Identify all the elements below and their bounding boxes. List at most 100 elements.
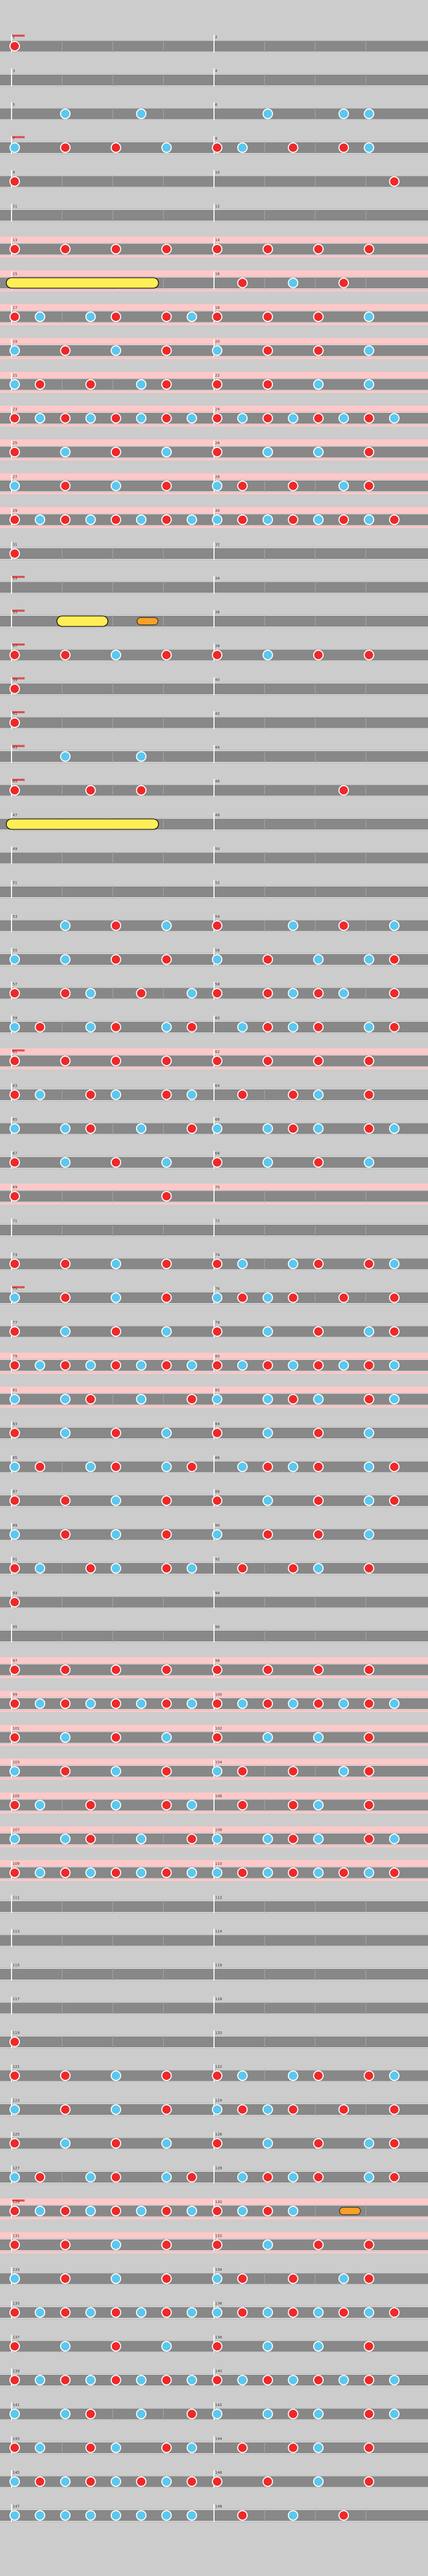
measure-number: 4 bbox=[215, 69, 218, 73]
don-note bbox=[212, 312, 222, 322]
measure-number: 71 bbox=[13, 1219, 17, 1223]
annotation-mark bbox=[12, 576, 25, 578]
don-note bbox=[161, 1867, 172, 1878]
don-note bbox=[111, 1698, 121, 1709]
ka-note bbox=[212, 2307, 222, 2318]
ka-note bbox=[60, 1326, 71, 1337]
measure-number: 84 bbox=[215, 1422, 220, 1426]
ka-note bbox=[262, 1292, 273, 1303]
don-note bbox=[9, 717, 20, 728]
ka-note bbox=[136, 413, 147, 424]
don-note bbox=[262, 413, 273, 424]
don-note bbox=[9, 1360, 20, 1371]
don-note bbox=[287, 2409, 298, 2419]
measure-number: 131 bbox=[13, 2234, 19, 2238]
don-note bbox=[60, 1766, 71, 1777]
don-note bbox=[60, 1529, 71, 1540]
don-note bbox=[161, 2070, 172, 2081]
measure-number: 119 bbox=[13, 2031, 19, 2035]
ka-note bbox=[186, 413, 197, 424]
balloon-note bbox=[136, 617, 158, 625]
measure-number: 74 bbox=[215, 1253, 220, 1257]
don-note bbox=[212, 379, 222, 390]
measure-number: 51 bbox=[13, 881, 17, 885]
don-note bbox=[287, 1089, 298, 1100]
chart-area: 1 2 3 4 5 6 7 8 9 10 11 12 13 14 15 16 17 18 19 20 21 22 23 24 2… bbox=[0, 30, 428, 2576]
measure-number: 26 bbox=[215, 441, 220, 445]
measure-number: 118 bbox=[215, 1997, 222, 2001]
don-note bbox=[313, 1326, 324, 1337]
measure-number: 137 bbox=[13, 2335, 19, 2339]
ka-note bbox=[287, 1022, 298, 1033]
annotation-mark bbox=[12, 1286, 25, 1289]
don-note bbox=[212, 447, 222, 457]
don-note bbox=[212, 1495, 222, 1506]
ka-note bbox=[111, 1292, 121, 1303]
ka-note bbox=[338, 109, 349, 119]
ka-note bbox=[212, 2273, 222, 2284]
ka-note bbox=[85, 1462, 96, 1472]
ka-note bbox=[9, 480, 20, 491]
measure-number: 78 bbox=[215, 1321, 220, 1325]
measure-number: 130 bbox=[215, 2200, 222, 2204]
ka-note bbox=[212, 1833, 222, 1844]
don-note bbox=[161, 2239, 172, 2250]
don-note bbox=[161, 1360, 172, 1371]
don-note bbox=[85, 379, 96, 390]
ka-note bbox=[212, 1529, 222, 1540]
don-note bbox=[212, 2239, 222, 2250]
measure-number: 49 bbox=[13, 847, 17, 851]
don-note bbox=[313, 1259, 324, 1269]
don-note bbox=[363, 447, 374, 457]
don-note bbox=[212, 1732, 222, 1743]
ka-note bbox=[161, 2510, 172, 2521]
don-note bbox=[262, 312, 273, 322]
ka-note bbox=[9, 1022, 20, 1033]
don-note bbox=[60, 650, 71, 660]
ka-note bbox=[212, 1292, 222, 1303]
measure-number: 98 bbox=[215, 1659, 220, 1663]
measure-number: 3 bbox=[13, 69, 15, 73]
measure-number: 125 bbox=[13, 2132, 19, 2137]
don-note bbox=[363, 1360, 374, 1371]
don-note bbox=[389, 2138, 400, 2149]
don-note bbox=[313, 1022, 324, 1033]
measure-number: 45 bbox=[13, 779, 17, 783]
don-note bbox=[287, 1867, 298, 1878]
ka-note bbox=[389, 1123, 400, 1134]
ka-note bbox=[111, 1089, 121, 1100]
don-note bbox=[9, 1056, 20, 1066]
ka-note bbox=[287, 1360, 298, 1371]
measure-number: 6 bbox=[215, 103, 218, 107]
don-note bbox=[212, 1259, 222, 1269]
measure-number: 7 bbox=[13, 137, 15, 141]
don-note bbox=[363, 1259, 374, 1269]
don-note bbox=[186, 1462, 197, 1472]
don-note bbox=[35, 1462, 46, 1472]
don-note bbox=[363, 1732, 374, 1743]
measure-number: 89 bbox=[13, 1523, 17, 1528]
don-note bbox=[237, 1563, 248, 1574]
ka-note bbox=[136, 2510, 147, 2521]
ka-note bbox=[186, 1698, 197, 1709]
don-note bbox=[9, 2036, 20, 2047]
don-note bbox=[363, 2375, 374, 2386]
measure-number: 142 bbox=[215, 2403, 222, 2407]
don-note bbox=[186, 1394, 197, 1404]
ka-note bbox=[136, 1394, 147, 1404]
don-note bbox=[389, 2172, 400, 2183]
measure-number: 58 bbox=[215, 982, 220, 986]
don-note bbox=[9, 2070, 20, 2081]
don-note bbox=[363, 1563, 374, 1574]
don-note bbox=[212, 142, 222, 153]
don-note bbox=[338, 1867, 349, 1878]
measure-number: 81 bbox=[13, 1388, 17, 1392]
ka-note bbox=[363, 379, 374, 390]
don-note bbox=[313, 1360, 324, 1371]
ka-note bbox=[161, 1732, 172, 1743]
ka-note bbox=[237, 2375, 248, 2386]
don-note bbox=[262, 2206, 273, 2216]
ka-note bbox=[237, 1259, 248, 1269]
measure-number: 34 bbox=[215, 576, 220, 581]
ka-note bbox=[60, 2476, 71, 2487]
